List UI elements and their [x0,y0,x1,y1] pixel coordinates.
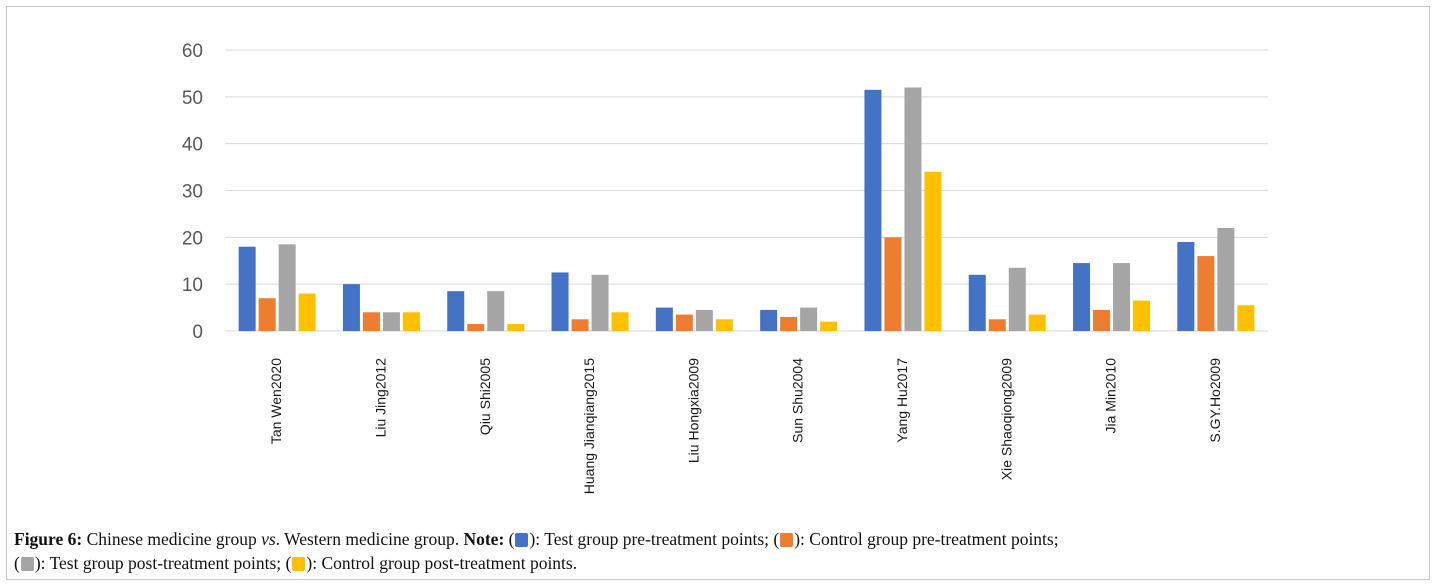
bar [800,307,818,331]
bar [1177,242,1195,331]
bar [447,291,465,331]
legend-swatch-control-post [292,557,306,571]
y-tick-label: 40 [182,135,203,156]
bar [342,284,360,331]
bar [1073,263,1091,331]
y-tick-label: 30 [182,182,203,203]
legend-text-control-pre: ): Control group pre-treatment points; [794,529,1059,549]
legend-text-test-pre: ): Test group pre-treatment points; [529,529,769,549]
y-tick-label: 10 [182,275,203,296]
bar [1113,263,1131,331]
y-tick-label: 0 [192,322,203,343]
legend-swatch-test-pre [515,533,529,547]
caption-label: Figure 6: [14,529,83,549]
bar [238,246,256,331]
caption-note-label: Note: [463,529,505,549]
y-tick-label: 50 [182,88,203,109]
bar [864,89,882,331]
bar [1028,314,1046,331]
x-tick-label: Yang Hu2017 [894,358,910,443]
bar [402,312,420,331]
bar [904,87,922,331]
x-tick-label: Huang Jianqiang2015 [581,358,597,494]
bar [1008,267,1026,331]
bar [1237,305,1255,331]
bar [1093,309,1111,331]
x-tick-label: Sun Shu2004 [790,358,806,443]
bar [278,244,296,331]
bar-chart: 0 10 20 30 40 50 60 Tan Wen2020 Liu Jing2012 Qiu … [182,41,1268,494]
caption-text2: . Western medicine group. [275,529,460,549]
legend-swatch-control-pre [780,533,794,547]
legend-text-control-post: ): Control group post-treatment points. [306,553,578,573]
x-tick-label: Qiu Shi2005 [477,358,493,435]
bar [487,291,505,331]
x-tick-label: Jia Min2010 [1103,358,1119,434]
legend-swatch-test-post [20,557,34,571]
y-tick-label: 20 [182,228,203,249]
x-tick-label: S.GY.Ho2009 [1207,358,1223,443]
bar [715,319,733,331]
figure-caption: Figure 6: Chinese medicine group vs. Wes… [14,529,1059,573]
bar [467,323,485,331]
bar [507,323,525,331]
bar [571,319,589,331]
bar [988,319,1006,331]
x-tick-label: Tan Wen2020 [268,358,284,444]
legend-text-test-post: ): Test group post-treatment points; [34,553,282,573]
bar [258,298,276,331]
bar [780,316,798,331]
bar [695,309,713,331]
bar [760,309,778,331]
bar [655,307,673,331]
bar [820,321,838,331]
bar [382,312,400,331]
y-tick-label: 60 [182,41,203,62]
bar [924,171,942,331]
bar [1217,227,1235,331]
bar [298,293,316,331]
x-tick-label: Liu Jing2012 [372,358,388,438]
bar [1133,300,1151,331]
bar [362,312,380,331]
bar [968,274,986,331]
x-tick-label: Liu Hongxia2009 [685,358,701,463]
bar [884,237,902,331]
caption-vs: vs [261,529,276,549]
bar [675,314,693,331]
bar [591,274,609,331]
bar [1197,256,1215,331]
bar [551,272,569,331]
bar [611,312,629,331]
x-tick-label: Xie Shaoqiong2009 [998,358,1014,480]
caption-text: Chinese medicine group [86,529,257,549]
